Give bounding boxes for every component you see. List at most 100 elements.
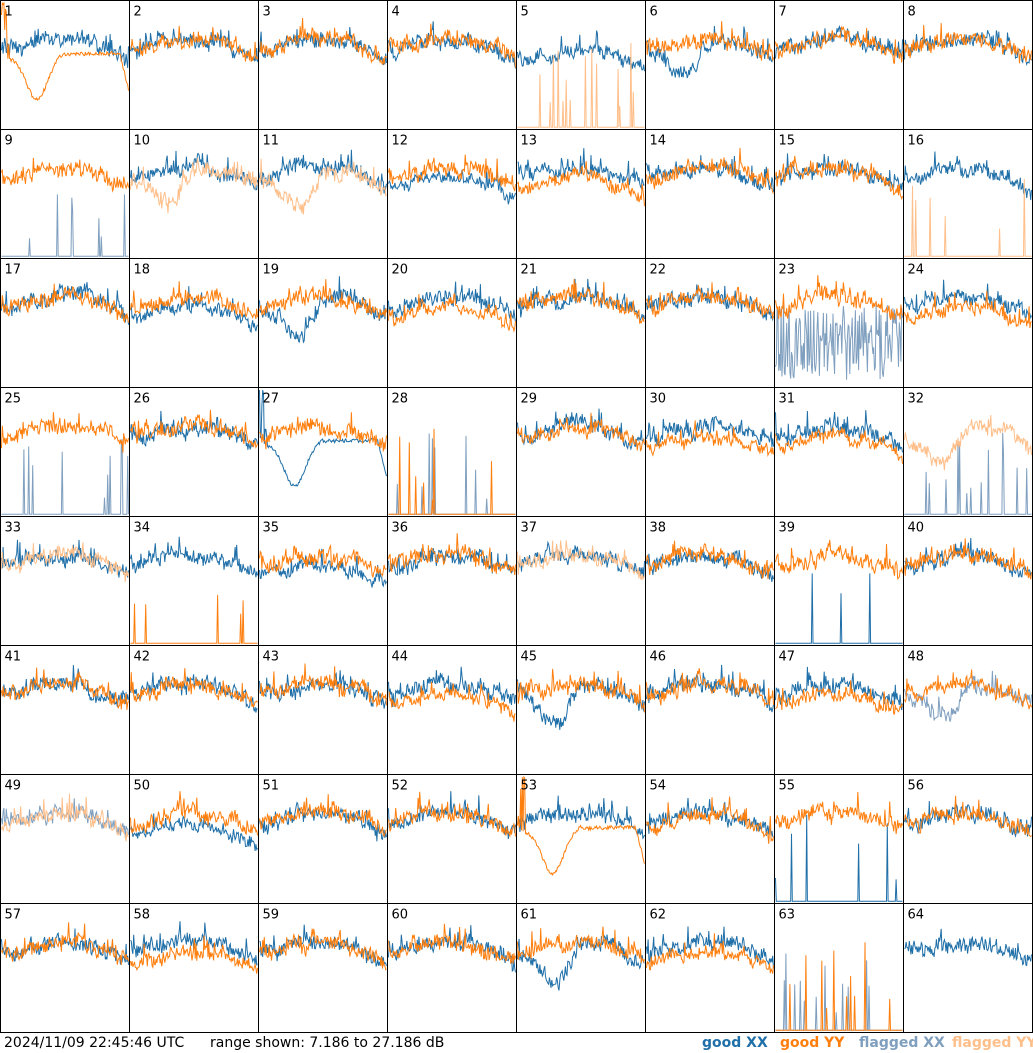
series-flagged-yy <box>130 158 258 214</box>
panel-19: 19 <box>258 258 388 388</box>
panel-frame <box>129 645 259 775</box>
panel-label: 11 <box>263 134 280 149</box>
panel-46: 46 <box>645 645 775 775</box>
series-good-yy <box>130 25 258 63</box>
series-good-yy <box>259 928 387 971</box>
panel-label: 1 <box>5 5 13 20</box>
panel-frame <box>645 903 775 1033</box>
panel-45: 45 <box>516 645 646 775</box>
panel-7: 7 <box>774 0 904 130</box>
panel-label: 2 <box>134 5 142 20</box>
panel-label: 57 <box>5 908 22 923</box>
series-good-yy <box>1 667 129 710</box>
series-good-xx <box>646 415 774 448</box>
panel-label: 3 <box>263 5 271 20</box>
series-flagged-yy <box>904 178 1032 257</box>
panel-6: 6 <box>645 0 775 130</box>
series-good-yy <box>1 412 129 453</box>
series-flagged-xx <box>775 304 903 380</box>
panel-frame <box>516 387 646 517</box>
panel-label: 50 <box>134 779 151 794</box>
panel-label: 45 <box>521 650 538 665</box>
panel-label: 20 <box>392 263 409 278</box>
panel-frame <box>129 516 259 646</box>
panel-51: 51 <box>258 774 388 904</box>
panel-10: 10 <box>129 129 259 259</box>
panel-1: 1 <box>0 0 130 130</box>
series-good-xx <box>259 548 387 588</box>
panel-26: 26 <box>129 387 259 517</box>
series-flagged-yy <box>517 540 645 581</box>
series-good-xx <box>130 536 258 578</box>
panel-label: 48 <box>908 650 925 665</box>
panel-frame <box>516 0 646 130</box>
panel-frame <box>903 645 1033 775</box>
series-good-yy <box>130 791 258 836</box>
series-good-yy <box>517 926 645 964</box>
panel-label: 32 <box>908 392 925 407</box>
series-good-yy <box>646 540 774 580</box>
series-good-yy <box>259 543 387 578</box>
panel-64: 64 <box>903 903 1033 1033</box>
panel-label: 59 <box>263 908 280 923</box>
panel-label: 16 <box>908 134 925 149</box>
panel-label: 61 <box>521 908 538 923</box>
series-flagged-yy <box>517 42 645 128</box>
panel-42: 42 <box>129 645 259 775</box>
series-good-xx <box>904 279 1032 321</box>
panel-43: 43 <box>258 645 388 775</box>
panel-24: 24 <box>903 258 1033 388</box>
panel-label: 5 <box>521 5 529 20</box>
panel-frame <box>0 387 130 517</box>
panel-21: 21 <box>516 258 646 388</box>
panel-label: 7 <box>779 5 787 20</box>
series-flagged-yy <box>259 158 387 215</box>
series-good-yy <box>259 412 387 452</box>
series-good-yy <box>1 283 129 324</box>
series-good-yy <box>775 427 903 464</box>
panel-35: 35 <box>258 516 388 646</box>
series-good-yy <box>646 668 774 708</box>
panel-44: 44 <box>387 645 517 775</box>
series-flagged-yy <box>1 793 129 842</box>
panel-27: 27 <box>258 387 388 517</box>
panel-frame <box>645 387 775 517</box>
panel-label: 54 <box>650 779 667 794</box>
series-good-yy <box>1 1 129 102</box>
series-good-xx <box>1 928 129 965</box>
panel-label: 28 <box>392 392 409 407</box>
panel-label: 35 <box>263 521 280 536</box>
series-good-xx <box>1 28 129 68</box>
panel-2: 2 <box>129 0 259 130</box>
panel-39: 39 <box>774 516 904 646</box>
panel-41: 41 <box>0 645 130 775</box>
series-good-xx <box>646 926 774 969</box>
panel-label: 55 <box>779 779 796 794</box>
series-good-yy <box>388 293 516 333</box>
panel-30: 30 <box>645 387 775 517</box>
panel-33: 33 <box>0 516 130 646</box>
series-flagged-xx <box>904 670 1032 722</box>
panel-37: 37 <box>516 516 646 646</box>
panel-label: 34 <box>134 521 151 536</box>
panel-frame <box>516 129 646 259</box>
series-good-yy <box>646 282 774 319</box>
legend-flagged-xx: flagged XX <box>859 1035 945 1051</box>
panel-frame <box>645 645 775 775</box>
panel-label: 6 <box>650 5 658 20</box>
panel-59: 59 <box>258 903 388 1033</box>
panel-3: 3 <box>258 0 388 130</box>
panel-label: 33 <box>5 521 22 536</box>
panel-label: 63 <box>779 908 796 923</box>
panel-label: 21 <box>521 263 538 278</box>
panel-frame <box>774 774 904 904</box>
panel-label: 25 <box>5 392 22 407</box>
panel-label: 40 <box>908 521 925 536</box>
panel-frame <box>774 0 904 130</box>
panel-label: 9 <box>5 134 13 149</box>
panel-5: 5 <box>516 0 646 130</box>
panel-13: 13 <box>516 129 646 259</box>
panel-label: 42 <box>134 650 151 665</box>
series-good-yy <box>130 594 258 644</box>
